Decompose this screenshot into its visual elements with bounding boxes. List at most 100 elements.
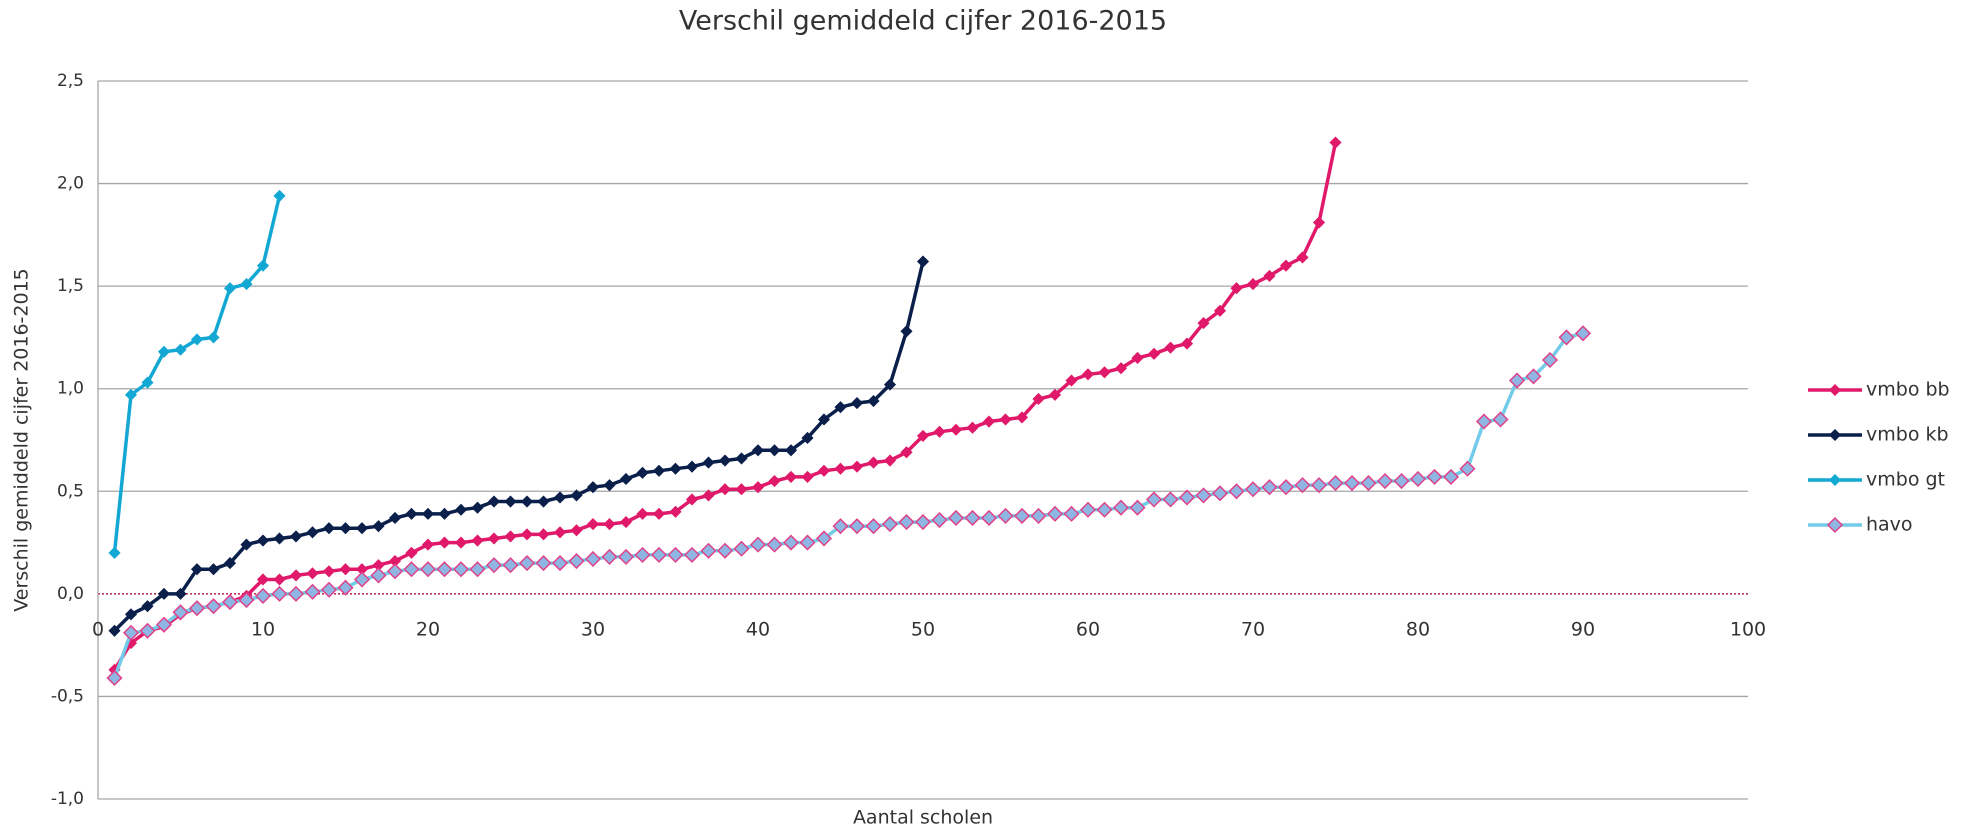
legend-marker bbox=[1828, 428, 1842, 442]
data-point bbox=[256, 573, 270, 586]
data-point bbox=[454, 536, 468, 549]
y-tick-label: 1,5 bbox=[57, 276, 84, 296]
data-point bbox=[1145, 491, 1163, 508]
data-point bbox=[520, 495, 534, 508]
data-point bbox=[535, 555, 552, 572]
data-point bbox=[799, 534, 816, 551]
x-tick-label: 40 bbox=[746, 618, 770, 640]
data-point bbox=[817, 464, 831, 477]
data-point bbox=[652, 507, 666, 520]
data-point bbox=[454, 503, 468, 516]
data-point bbox=[850, 460, 864, 473]
data-point bbox=[469, 561, 486, 578]
data-point bbox=[619, 515, 633, 529]
y-tick-label: 0,0 bbox=[57, 584, 84, 604]
data-point bbox=[1112, 499, 1130, 516]
data-point bbox=[1213, 304, 1227, 317]
data-point bbox=[865, 518, 882, 535]
data-point bbox=[966, 421, 979, 434]
data-point bbox=[240, 278, 253, 291]
data-point bbox=[652, 464, 666, 477]
chart-title: Verschil gemiddeld cijfer 2016-2015 bbox=[679, 6, 1167, 37]
data-point bbox=[174, 587, 187, 600]
data-point bbox=[949, 423, 963, 436]
data-point bbox=[1162, 491, 1179, 508]
data-point bbox=[881, 516, 899, 533]
legend-marker bbox=[1828, 383, 1842, 397]
x-tick-label: 80 bbox=[1406, 618, 1430, 640]
series-line bbox=[112, 195, 282, 553]
data-point bbox=[867, 394, 880, 408]
data-point bbox=[999, 413, 1012, 426]
data-point bbox=[518, 555, 536, 572]
data-point bbox=[124, 608, 138, 621]
data-point bbox=[1475, 413, 1493, 430]
data-point bbox=[485, 557, 503, 574]
data-point bbox=[221, 594, 239, 611]
data-point bbox=[353, 571, 371, 588]
data-point bbox=[667, 546, 684, 563]
data-point bbox=[157, 345, 171, 358]
data-point bbox=[1197, 317, 1210, 330]
data-point bbox=[782, 534, 800, 551]
data-point bbox=[551, 555, 569, 572]
data-point bbox=[1409, 470, 1427, 488]
data-point bbox=[1131, 351, 1144, 365]
legend-label: vmbo bb bbox=[1866, 379, 1950, 401]
data-point bbox=[419, 561, 437, 578]
data-point bbox=[1114, 362, 1128, 375]
data-point bbox=[1147, 347, 1161, 360]
data-point bbox=[306, 526, 319, 539]
data-point bbox=[421, 507, 435, 520]
legend-marker bbox=[1828, 473, 1842, 487]
data-point bbox=[570, 489, 583, 502]
data-point bbox=[1129, 499, 1146, 516]
data-point bbox=[834, 401, 847, 414]
data-point bbox=[372, 520, 385, 533]
data-point bbox=[1492, 411, 1509, 428]
data-point bbox=[735, 483, 748, 496]
data-point bbox=[553, 491, 567, 504]
data-point bbox=[817, 413, 831, 426]
data-point bbox=[339, 563, 352, 576]
data-point bbox=[898, 513, 915, 531]
data-point bbox=[1180, 337, 1194, 350]
data-point bbox=[520, 528, 534, 541]
data-point bbox=[256, 259, 270, 272]
data-point bbox=[636, 466, 649, 479]
data-point bbox=[1279, 259, 1293, 272]
data-point bbox=[537, 528, 550, 541]
data-point bbox=[685, 460, 699, 473]
data-point bbox=[322, 565, 336, 578]
data-point bbox=[223, 282, 237, 295]
y-tick-label: 1,0 bbox=[57, 379, 84, 399]
data-point bbox=[238, 591, 255, 609]
data-point bbox=[273, 189, 286, 202]
data-point bbox=[141, 376, 154, 389]
data-point bbox=[122, 624, 140, 641]
data-point bbox=[1263, 269, 1276, 282]
data-point bbox=[685, 493, 699, 506]
data-point bbox=[1376, 472, 1394, 490]
data-point bbox=[289, 530, 303, 543]
data-point bbox=[403, 561, 420, 578]
data-point bbox=[916, 429, 930, 442]
data-point bbox=[487, 532, 501, 545]
data-point bbox=[141, 600, 154, 613]
data-point bbox=[1065, 374, 1078, 387]
data-point bbox=[106, 669, 123, 687]
data-point bbox=[1015, 411, 1029, 424]
data-point bbox=[997, 507, 1014, 524]
data-point bbox=[1246, 278, 1260, 291]
data-point bbox=[471, 534, 484, 547]
data-point bbox=[850, 397, 864, 410]
data-point bbox=[1098, 366, 1111, 379]
data-point bbox=[1079, 501, 1097, 518]
data-point bbox=[1558, 329, 1575, 346]
data-point bbox=[1096, 501, 1113, 518]
y-axis-label: Verschil gemiddeld cijfer 2016-2015 bbox=[11, 268, 33, 612]
data-point bbox=[1277, 479, 1295, 496]
data-point bbox=[157, 587, 171, 600]
data-point bbox=[1296, 251, 1309, 264]
data-point bbox=[933, 425, 946, 438]
